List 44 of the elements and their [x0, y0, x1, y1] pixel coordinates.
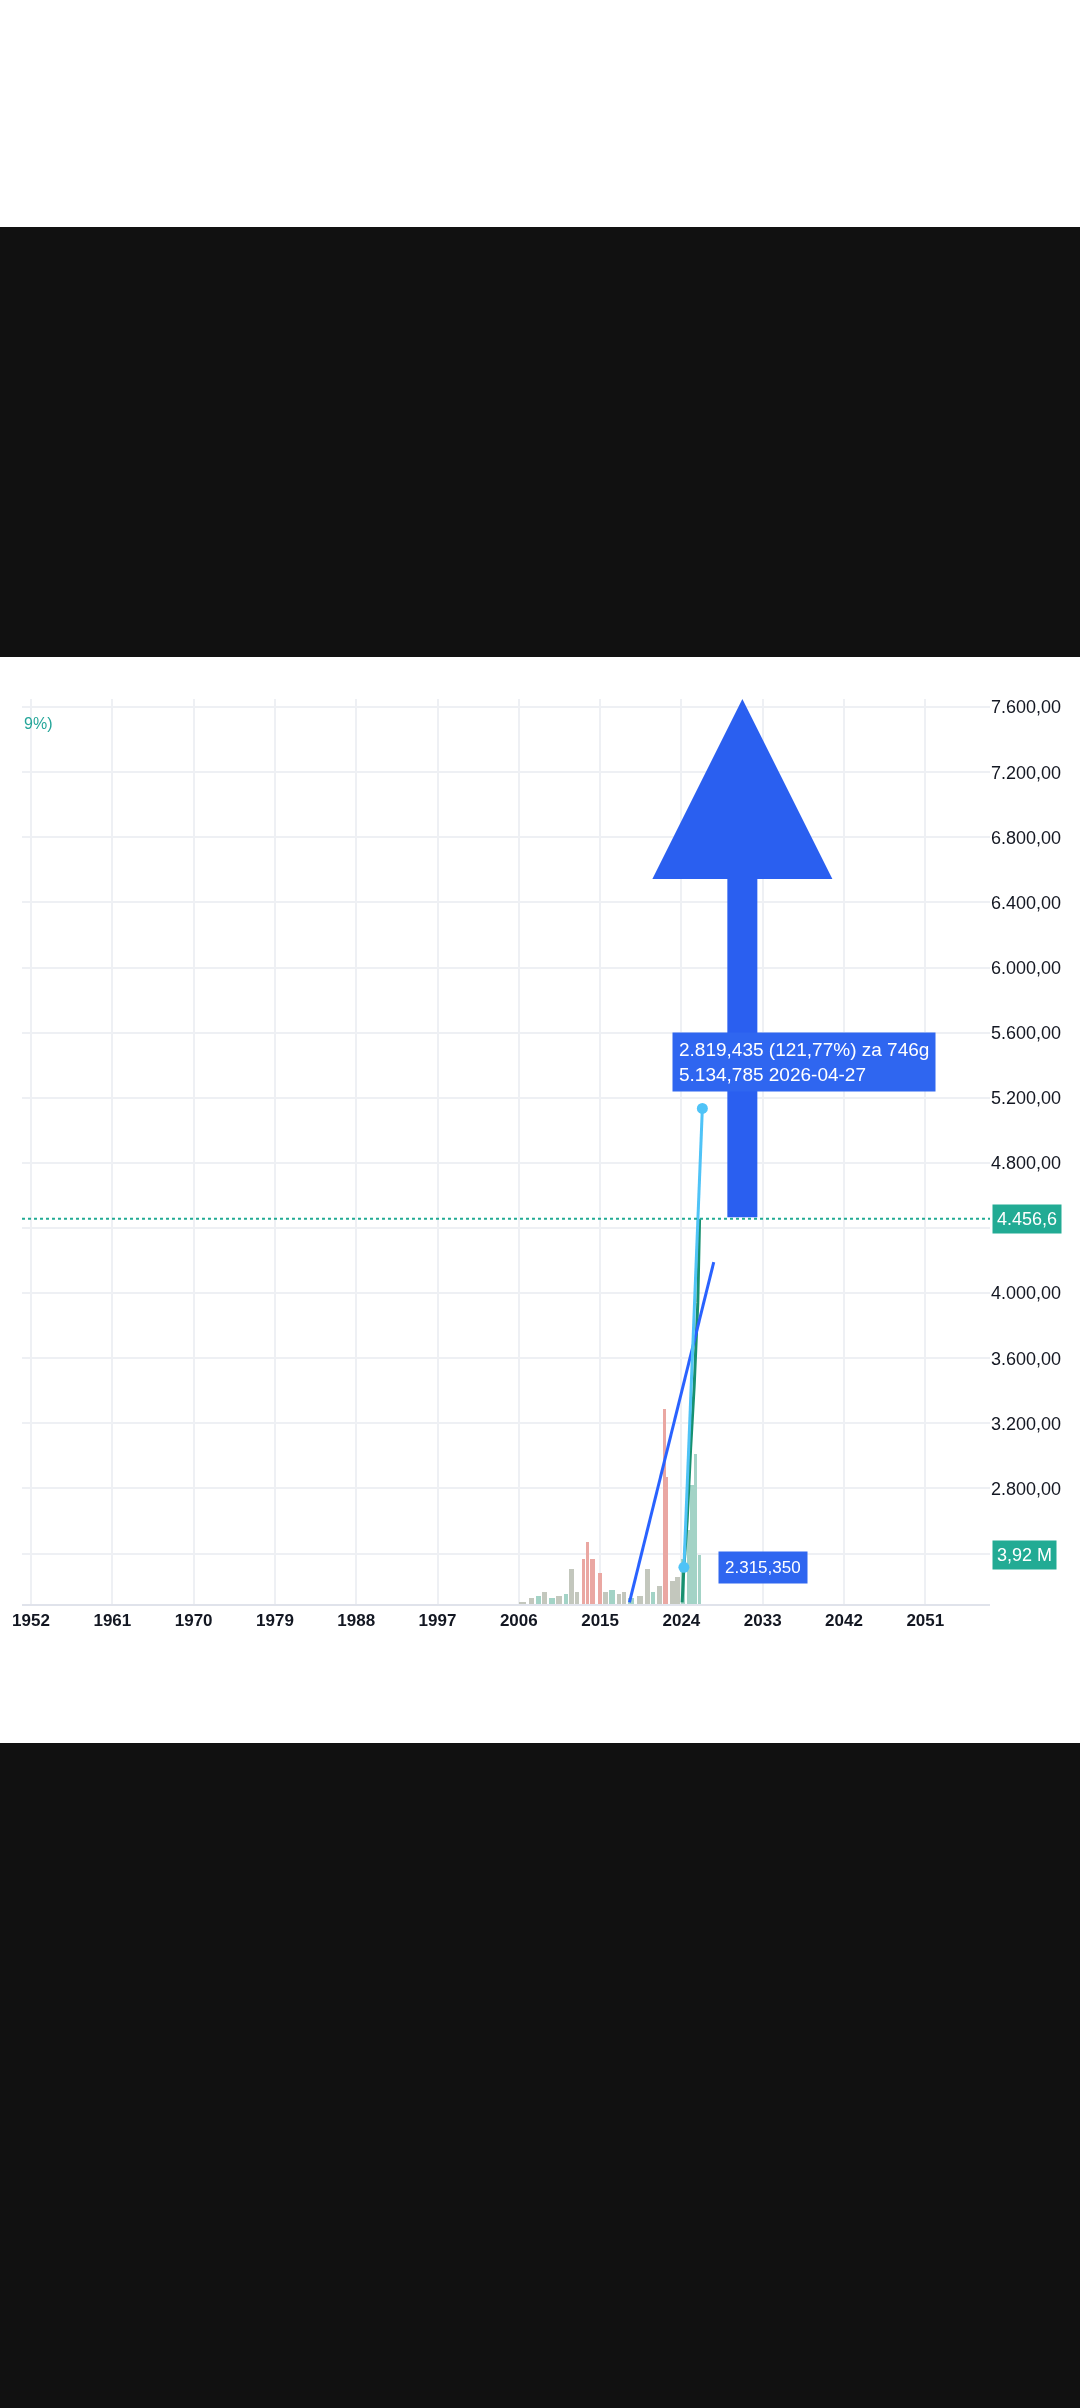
y-tick-label: 3.200,00 — [991, 1413, 1062, 1434]
x-tick-label: 2051 — [906, 1611, 945, 1631]
y-tick-label: 5.600,00 — [991, 1022, 1062, 1043]
ref-line-label: 4.456,6 — [997, 1209, 1058, 1229]
x-tick-label: 2015 — [581, 1611, 620, 1631]
bar — [549, 1598, 555, 1604]
bar — [564, 1594, 568, 1604]
y-tick-label: 7.600,00 — [991, 697, 1062, 718]
bar — [556, 1596, 562, 1604]
x-tick-label: 2006 — [499, 1611, 538, 1631]
text: 3,92 M — [997, 1545, 1053, 1565]
bar — [536, 1596, 541, 1604]
x-tick-label: 2042 — [825, 1611, 863, 1631]
bar — [651, 1592, 655, 1604]
y-tick-label: 6.800,00 — [991, 827, 1062, 848]
bar — [598, 1573, 602, 1604]
annotation: 2.819,435 (121,77%) za 746g 5.134,785 2026-04-27 — [679, 1039, 930, 1085]
x-tick-label: 2024 — [662, 1611, 701, 1631]
y-tick-label: 7.200,00 — [991, 762, 1062, 783]
bar — [657, 1586, 662, 1604]
bar — [694, 1454, 697, 1604]
y-tick-label: 3.600,00 — [991, 1348, 1062, 1369]
x-tick-label: 1952 — [12, 1611, 50, 1631]
y-tick-label: 4.800,00 — [991, 1153, 1062, 1174]
y-tick-label: 6.400,00 — [991, 892, 1062, 913]
annotation: 2.315,350 — [725, 1558, 801, 1577]
bar — [663, 1409, 666, 1604]
y-tick-label: 2.800,00 — [991, 1478, 1062, 1499]
bar — [609, 1590, 615, 1604]
x-tick-label: 2033 — [743, 1611, 782, 1631]
x-tick-label: 1961 — [93, 1611, 132, 1631]
y-tick-label: 6.000,00 — [991, 957, 1062, 978]
bar — [529, 1598, 534, 1604]
x-tick-label: 1988 — [337, 1611, 376, 1631]
annotation: 9%) — [24, 715, 53, 732]
bar — [603, 1592, 608, 1604]
bar — [645, 1569, 650, 1604]
y-tick-label: 5.200,00 — [991, 1088, 1062, 1109]
bar — [542, 1592, 547, 1604]
x-tick-label: 1970 — [174, 1611, 213, 1631]
x-tick-label: 1997 — [418, 1611, 457, 1631]
bar — [637, 1596, 643, 1604]
x-tick-label: 1979 — [256, 1611, 294, 1631]
y-tick-label: 4.000,00 — [991, 1283, 1062, 1304]
